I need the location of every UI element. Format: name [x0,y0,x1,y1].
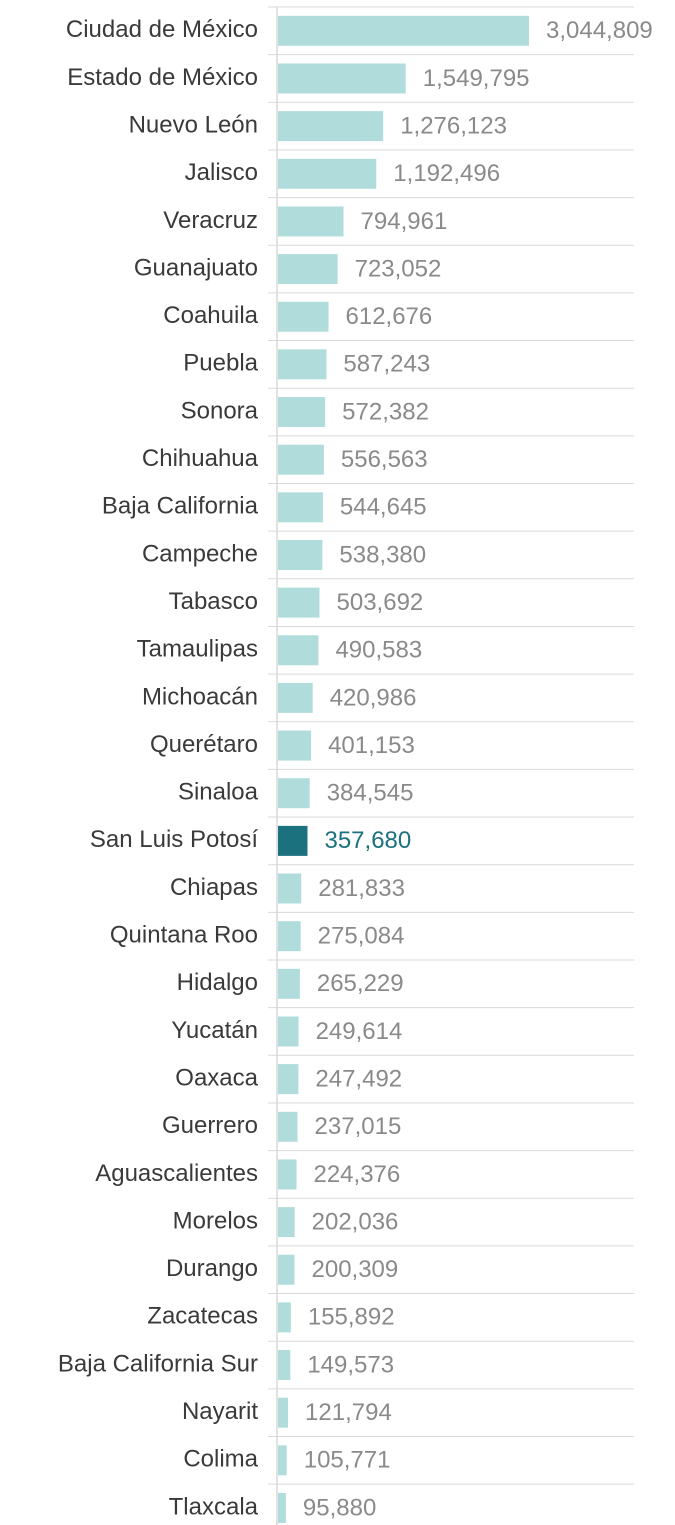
category-label: Sinaloa [178,779,259,806]
category-label: Colima [183,1446,258,1473]
category-label: Jalisco [185,159,258,186]
category-label: Nuevo León [129,111,258,138]
value-label: 544,645 [340,494,427,521]
category-label: Guerrero [162,1112,258,1139]
bar [278,1350,291,1381]
bar [278,397,326,428]
bar [278,539,323,570]
bar [278,1445,287,1476]
value-label: 121,794 [305,1399,392,1426]
bar [278,921,301,952]
category-label: Baja California Sur [58,1350,258,1377]
value-label: 95,880 [303,1494,376,1521]
bar [278,1016,299,1047]
value-label: 587,243 [343,351,430,378]
value-label: 572,382 [342,398,429,425]
category-label: Sonora [181,397,259,424]
value-label: 202,036 [312,1208,399,1235]
value-label: 503,692 [337,589,424,616]
bar [278,682,313,713]
bar [278,1492,286,1523]
value-label: 723,052 [355,255,442,282]
value-label: 556,563 [341,446,428,473]
bar [278,206,344,237]
bar [278,968,300,999]
value-label: 1,549,795 [423,65,530,92]
value-label: 224,376 [313,1161,400,1188]
category-label: Durango [166,1255,258,1282]
bar [278,1397,289,1428]
bar [278,1111,298,1142]
bar [278,444,324,475]
value-label: 1,192,496 [393,160,500,187]
value-label: 265,229 [317,970,404,997]
value-label: 384,545 [327,780,414,807]
category-label: Tamaulipas [137,636,258,663]
bar [278,730,312,761]
category-label: Guanajuato [134,254,258,281]
category-label: Aguascalientes [95,1160,258,1187]
bar [278,15,529,46]
category-label: Michoacán [142,683,258,710]
value-label: 401,153 [328,732,415,759]
bar [278,1302,291,1333]
bar [278,301,329,332]
category-label: Tlaxcala [169,1493,259,1520]
bar [278,1159,297,1190]
value-label: 275,084 [318,923,405,950]
bar [278,111,384,142]
category-label: Estado de México [67,64,258,91]
value-label: 538,380 [339,541,426,568]
category-label: Campeche [142,540,258,567]
value-label: 420,986 [330,684,417,711]
category-label: Yucatán [171,1017,258,1044]
bar [278,778,310,809]
bar [278,63,406,94]
category-label: Tabasco [169,588,258,615]
category-label: Morelos [173,1207,258,1234]
value-label: 1,276,123 [400,112,507,139]
category-label: Chiapas [170,874,258,901]
bar [278,587,320,618]
value-label: 490,583 [335,637,422,664]
bar [278,635,319,666]
category-label: Baja California [102,493,259,520]
value-label: 357,680 [324,827,411,854]
category-label: Zacatecas [147,1303,258,1330]
bar [278,1254,295,1285]
category-label: Veracruz [163,207,258,234]
value-label: 249,614 [316,1018,403,1045]
bar [278,1207,295,1238]
bar [278,825,308,856]
value-label: 149,573 [307,1351,394,1378]
value-label: 200,309 [312,1256,399,1283]
value-label: 247,492 [315,1065,402,1092]
category-label: Nayarit [182,1398,258,1425]
bar [278,1064,299,1095]
value-label: 237,015 [315,1113,402,1140]
value-label: 794,961 [361,208,448,235]
category-label: Chihuahua [142,445,259,472]
bar [278,492,323,523]
category-label: Coahuila [163,302,258,329]
bar [278,873,302,904]
bar [278,158,377,189]
value-label: 281,833 [318,875,405,902]
value-label: 3,044,809 [546,17,653,44]
value-label: 155,892 [308,1304,395,1331]
category-label: Querétaro [150,731,258,758]
value-label: 612,676 [346,303,433,330]
category-label: Oaxaca [175,1064,258,1091]
category-label: Puebla [183,350,258,377]
value-label: 105,771 [304,1447,391,1474]
category-label: Ciudad de México [66,16,258,43]
category-label: Quintana Roo [110,922,258,949]
category-label: San Luis Potosí [90,826,258,853]
category-label: Hidalgo [177,969,258,996]
bar [278,254,338,285]
bar [278,349,327,380]
